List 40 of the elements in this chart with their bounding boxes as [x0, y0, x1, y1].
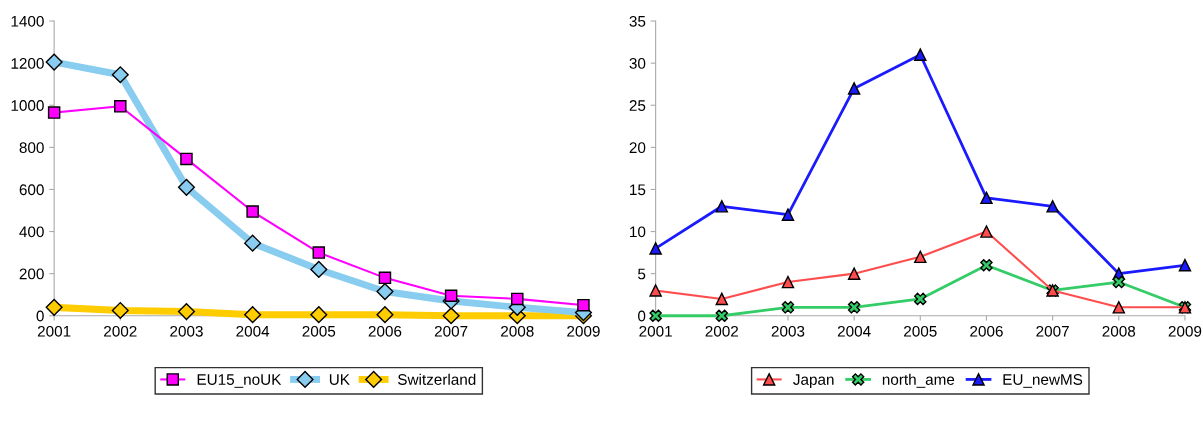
y-tick-label: 400 [19, 226, 44, 238]
legend-label: EU15_noUK [197, 374, 282, 388]
legend-label: UK [329, 374, 350, 385]
x-tick-label: 2003 [170, 325, 203, 337]
x-tick-label: 2005 [302, 325, 336, 337]
x-tick-label: 2006 [970, 325, 1003, 337]
y-tick-label: 15 [630, 184, 646, 196]
x-tick-label: 2009 [567, 325, 600, 337]
x-tick-label: 2007 [1036, 325, 1069, 337]
x-tick-label: 2008 [501, 325, 534, 337]
legend-label: Japan [793, 374, 834, 388]
x-tick-label: 2001 [639, 325, 672, 337]
x-tick-label: 2008 [1102, 325, 1136, 337]
y-tick-label: 0 [638, 310, 646, 322]
legend-label: north_ame [882, 373, 955, 388]
y-tick-label: 30 [629, 58, 646, 69]
x-tick-label: 2004 [236, 325, 270, 337]
x-tick-label: 2001 [37, 325, 71, 337]
x-tick-label: 2004 [837, 325, 871, 337]
x-tick-label: 2009 [1168, 325, 1202, 337]
y-tick-label: 200 [19, 268, 44, 280]
x-tick-label: 2005 [904, 325, 937, 337]
legend-label: EU_newMS [1003, 374, 1083, 388]
y-tick-label: 1400 [11, 15, 44, 27]
y-tick-label: 20 [629, 142, 646, 154]
y-tick-label: 800 [19, 142, 44, 154]
x-tick-label: 2003 [771, 325, 805, 337]
y-tick-label: 1000 [11, 100, 44, 111]
x-tick-label: 2006 [368, 325, 402, 337]
y-tick-label: 35 [629, 15, 646, 27]
x-tick-label: 2007 [434, 325, 468, 337]
y-tick-label: 10 [630, 226, 646, 238]
legend-label: Switzerland [398, 373, 476, 385]
x-tick-label: 2002 [705, 325, 739, 337]
x-tick-label: 2002 [104, 325, 137, 337]
y-tick-label: 0 [36, 310, 44, 322]
y-tick-label: 600 [19, 184, 44, 196]
y-tick-label: 5 [638, 268, 646, 280]
y-tick-label: 25 [629, 100, 646, 111]
y-tick-label: 1200 [11, 58, 44, 69]
